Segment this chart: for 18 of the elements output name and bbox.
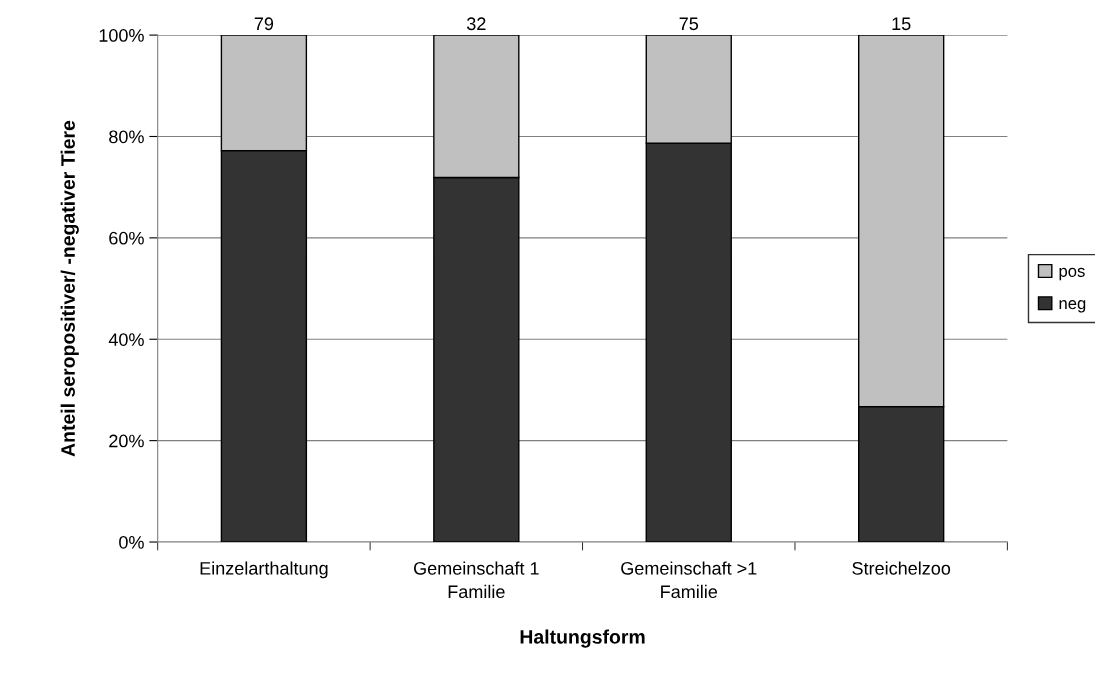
legend-label: pos: [1059, 267, 1085, 281]
y-tick-label: 60%: [109, 231, 144, 245]
x-axis-title: Haltungsform: [520, 629, 645, 648]
y-tick-label: 40%: [108, 333, 144, 346]
annotation: 79: [254, 17, 274, 31]
legend-label: neg: [1059, 300, 1086, 313]
x-tick-label: Gemeinschaft 1 Familie: [414, 561, 539, 599]
y-tick-label: 20%: [109, 434, 144, 448]
annotation: 15: [892, 17, 911, 31]
x-tick-label: Gemeinschaft >1 Familie: [621, 561, 757, 599]
y-tick-label: 0%: [119, 535, 144, 549]
y-axis-title: Anteil seropositiver/ -negativer Tiere: [60, 120, 79, 457]
x-tick-label: Streichelzoo: [852, 561, 951, 575]
annotation: 75: [679, 17, 699, 31]
y-tick-label: 80%: [109, 130, 144, 144]
annotation: 32: [466, 17, 486, 31]
x-tick-label: Einzelarthaltung: [200, 561, 328, 579]
y-tick-label: 100%: [99, 29, 144, 42]
